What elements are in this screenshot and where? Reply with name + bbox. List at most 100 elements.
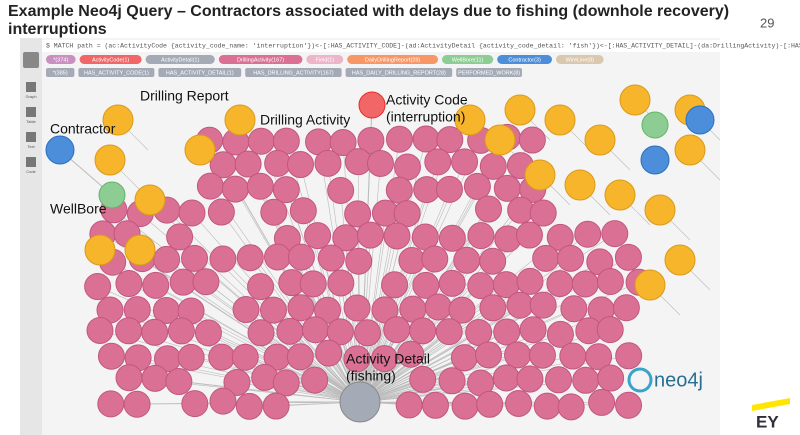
drilling-report-node [644, 194, 676, 226]
neo4j-logo: neo4j [654, 369, 703, 391]
ey-logo: EY [756, 412, 779, 431]
activity-detail-node [339, 381, 381, 423]
drilling-activity-node [141, 318, 169, 346]
sidebar [20, 38, 42, 435]
drilling-activity-node [115, 317, 143, 345]
sidebar-active [23, 52, 39, 68]
sidebar-icon [26, 157, 36, 167]
drilling-activity-node [476, 390, 504, 418]
drilling-activity-node [453, 246, 481, 274]
drilling-activity-node [314, 296, 342, 324]
sidebar-icon [26, 132, 36, 142]
drilling-activity-node [516, 267, 544, 295]
drilling-activity-node [329, 129, 357, 157]
drilling-activity-node [424, 293, 452, 321]
node-label: ActivityDetail(1) [161, 57, 199, 63]
drilling-report-node [619, 84, 651, 116]
drilling-activity-node [545, 366, 573, 394]
relationship-chip [158, 68, 242, 77]
drilling-activity-node [221, 175, 249, 203]
relationship-chip [345, 68, 453, 77]
drilling-activity-node [597, 364, 625, 392]
node-label-chip [556, 55, 604, 64]
drilling-activity-node [354, 319, 382, 347]
drilling-report-node [84, 234, 116, 266]
drilling-activity-node [181, 390, 209, 418]
ey-mark [752, 398, 790, 411]
drilling-activity-node [115, 270, 143, 298]
drilling-activity-node [528, 341, 556, 369]
drilling-activity-node [194, 319, 222, 347]
drilling-activity-node [424, 148, 452, 176]
drilling-activity-node [451, 148, 479, 176]
drilling-report-node [504, 94, 536, 126]
drilling-activity-node [356, 221, 384, 249]
drilling-activity-node [475, 341, 503, 369]
page-number: 29 [760, 15, 774, 30]
edge [359, 304, 521, 403]
ui: $ MATCH path = (ac:ActivityCode {activit… [25, 40, 800, 384]
drilling-activity-node [272, 176, 300, 204]
drilling-activity-node [435, 318, 463, 346]
node-label-chip [145, 55, 215, 64]
callout: Drilling Activity [260, 112, 350, 128]
drilling-activity-node [546, 320, 574, 348]
drilling-activity-node [97, 342, 125, 370]
drilling-activity-node [529, 291, 557, 319]
drilling-activity-node [370, 345, 398, 373]
drilling-activity-node [588, 388, 616, 416]
drilling-activity-node [209, 245, 237, 273]
drilling-activity-node [247, 127, 275, 155]
drilling-activity-node [479, 294, 507, 322]
drilling-activity-node [532, 244, 560, 272]
drilling-activity-node [448, 296, 476, 324]
drilling-activity-node [529, 199, 557, 227]
drilling-activity-node [421, 391, 449, 419]
drilling-activity-node [596, 267, 624, 295]
drilling-activity-node [272, 369, 300, 397]
drilling-activity-node [371, 296, 399, 324]
callout: (interruption) [386, 109, 465, 125]
drilling-activity-node [435, 175, 463, 203]
drilling-activity-node [574, 220, 602, 248]
drilling-activity-node [192, 268, 220, 296]
drilling-activity-node [493, 318, 521, 346]
drilling-activity-node [169, 268, 197, 296]
drilling-report-node [224, 104, 256, 136]
drilling-report-node [94, 144, 126, 176]
drilling-activity-node [398, 247, 426, 275]
neo4j-icon [627, 367, 653, 393]
wellbore-node [98, 181, 126, 209]
drilling-activity-node [287, 243, 315, 271]
drilling-activity-node [326, 318, 354, 346]
drilling-activity-node [507, 196, 535, 224]
drilling-activity-node [232, 296, 260, 324]
drilling-activity-node [436, 126, 464, 154]
relationship-chip [46, 68, 75, 77]
drilling-activity-node [450, 344, 478, 372]
relationship-label: HAS_ACTIVITY_DETAIL(1) [166, 70, 234, 76]
node-label-chip [218, 55, 303, 64]
drilling-activity-node [614, 243, 642, 271]
node-label: WellBore(11) [452, 57, 484, 63]
activity-code-node [358, 91, 386, 119]
drilling-activity-node [343, 294, 371, 322]
drilling-activity-node [167, 317, 195, 345]
drilling-activity-node [366, 149, 394, 177]
relationship-label: *(385) [53, 70, 68, 76]
node-label-chip [442, 55, 494, 64]
drilling-activity-node [409, 317, 437, 345]
drilling-report-node [102, 104, 134, 136]
drilling-activity-node [259, 296, 287, 324]
drilling-activity-node [181, 244, 209, 272]
relationship-label: HAS_ACTIVITY_CODE(1) [84, 70, 149, 76]
drilling-activity-node [123, 390, 151, 418]
drilling-report-node [524, 159, 556, 191]
relationship-chip [245, 68, 342, 77]
drilling-activity-node [287, 151, 315, 179]
drilling-activity-node [208, 343, 236, 371]
drilling-activity-node [264, 149, 292, 177]
drilling-activity-node [344, 200, 372, 228]
drilling-activity-node [559, 342, 587, 370]
drilling-activity-node [315, 339, 343, 367]
